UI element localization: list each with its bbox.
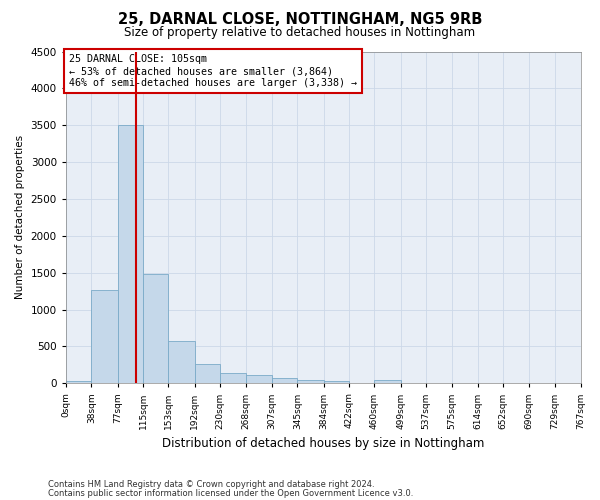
Bar	[298, 380, 323, 384]
Text: Contains public sector information licensed under the Open Government Licence v3: Contains public sector information licen…	[48, 489, 413, 498]
Text: Contains HM Land Registry data © Crown copyright and database right 2024.: Contains HM Land Registry data © Crown c…	[48, 480, 374, 489]
Bar	[194, 364, 220, 384]
Bar	[143, 274, 169, 384]
Bar	[220, 374, 245, 384]
Bar	[118, 125, 143, 384]
X-axis label: Distribution of detached houses by size in Nottingham: Distribution of detached houses by size …	[162, 437, 484, 450]
Text: Size of property relative to detached houses in Nottingham: Size of property relative to detached ho…	[124, 26, 476, 39]
Y-axis label: Number of detached properties: Number of detached properties	[15, 136, 25, 300]
Bar	[169, 341, 194, 384]
Bar	[272, 378, 298, 384]
Bar	[66, 381, 91, 384]
Bar	[374, 380, 401, 384]
Text: 25 DARNAL CLOSE: 105sqm
← 53% of detached houses are smaller (3,864)
46% of semi: 25 DARNAL CLOSE: 105sqm ← 53% of detache…	[69, 54, 357, 88]
Bar	[245, 375, 272, 384]
Bar	[91, 290, 118, 384]
Text: 25, DARNAL CLOSE, NOTTINGHAM, NG5 9RB: 25, DARNAL CLOSE, NOTTINGHAM, NG5 9RB	[118, 12, 482, 28]
Bar	[323, 381, 349, 384]
